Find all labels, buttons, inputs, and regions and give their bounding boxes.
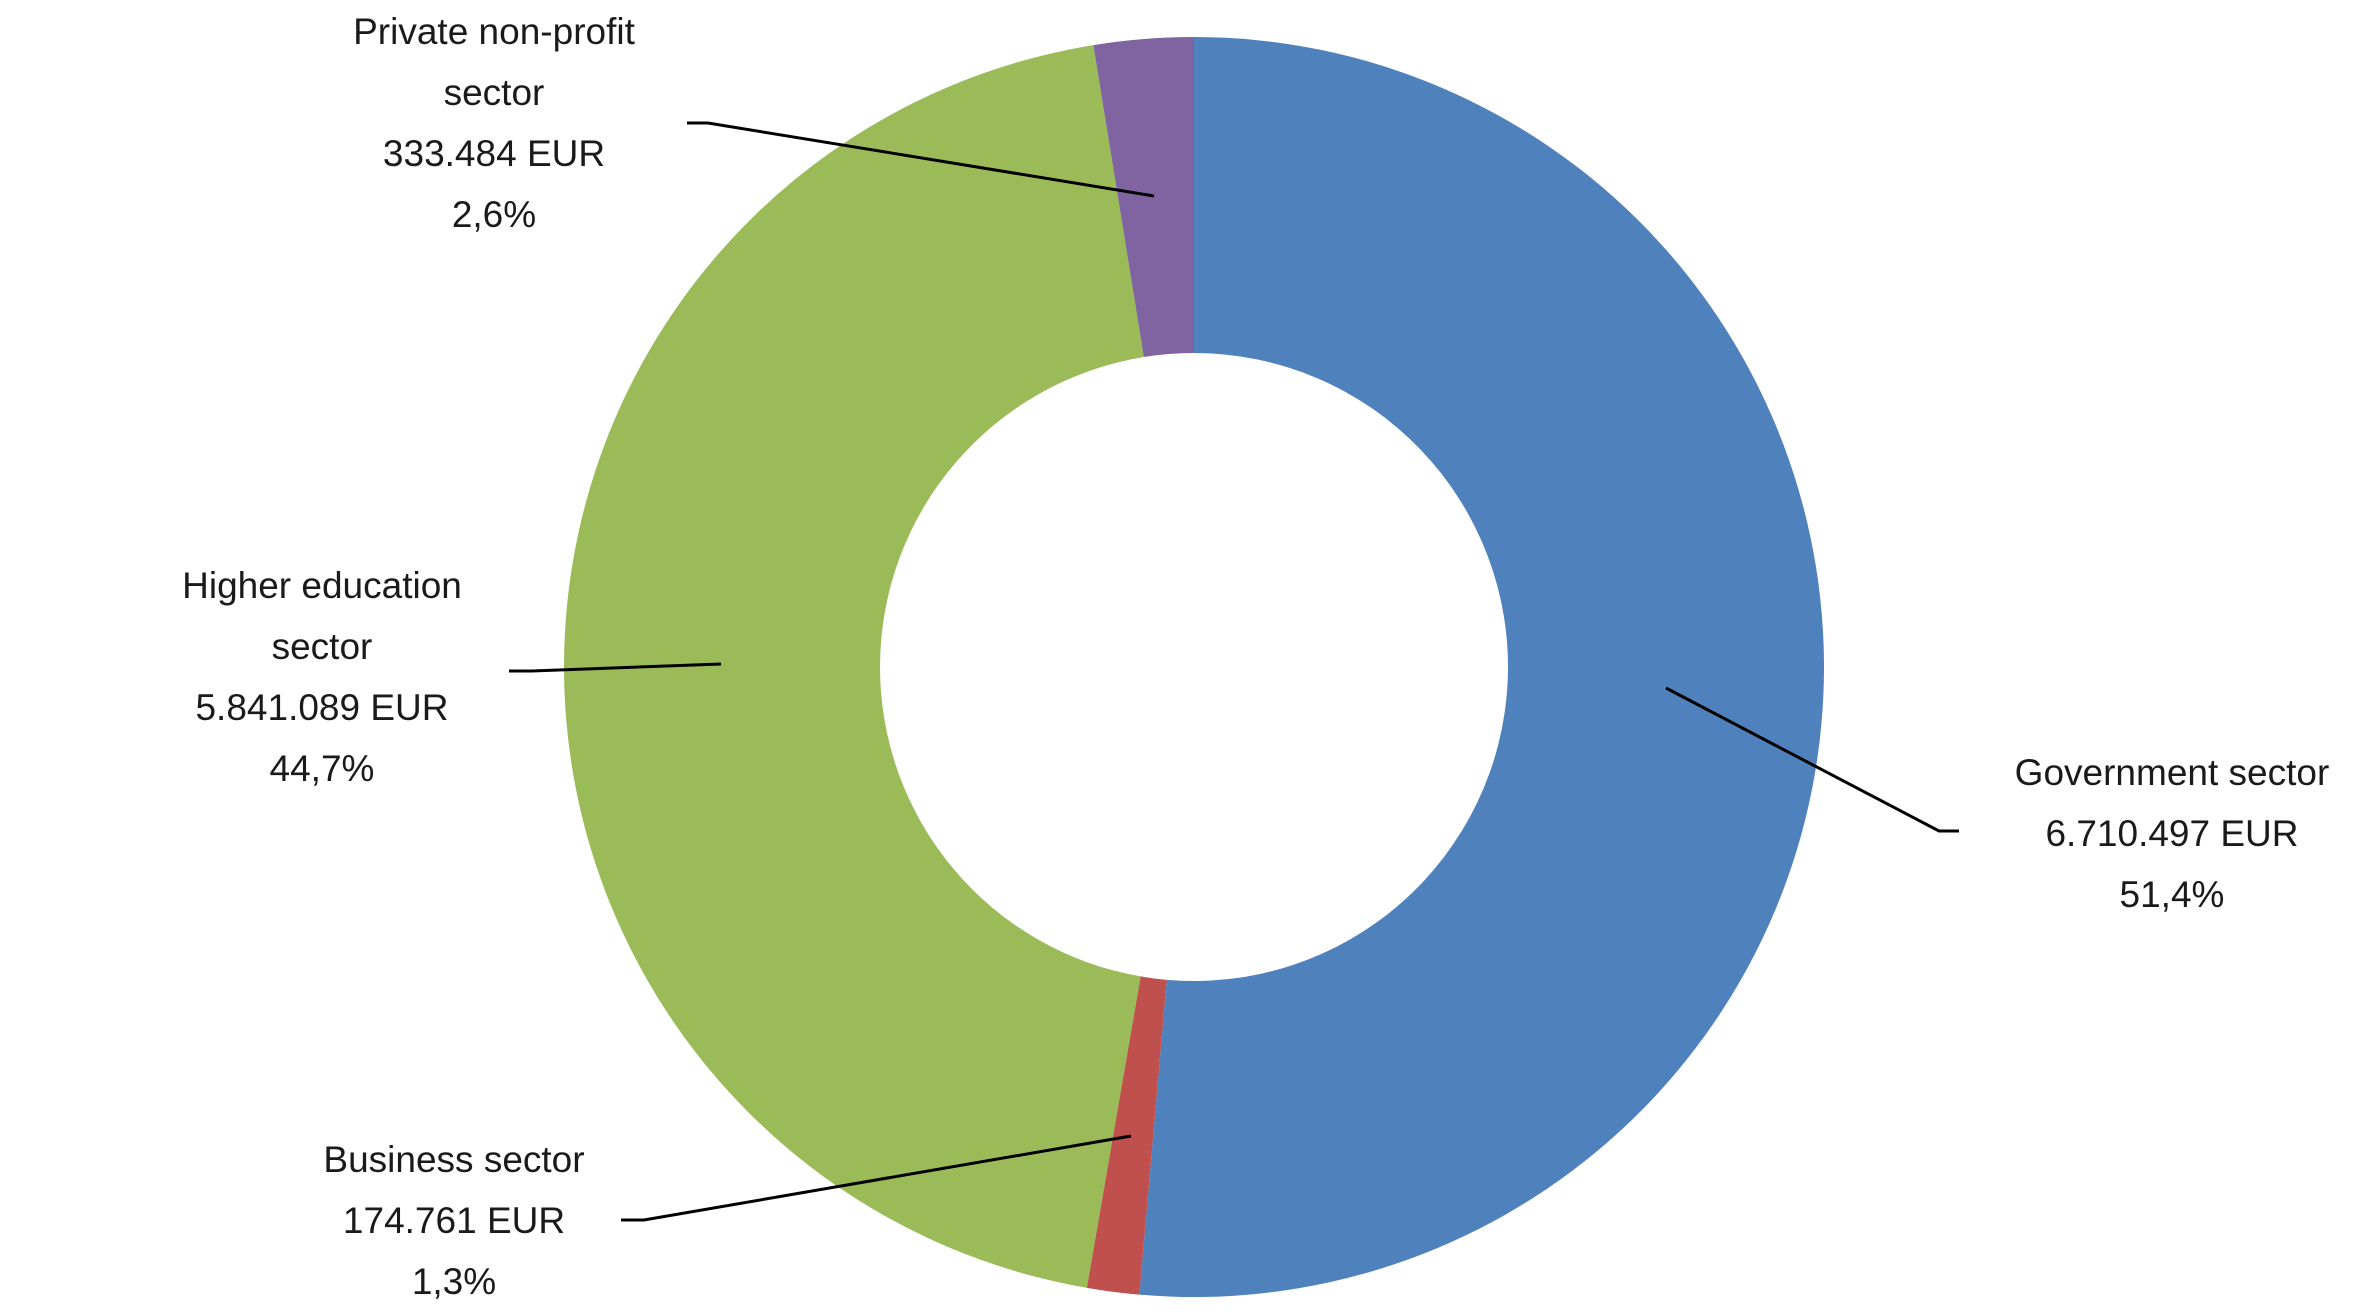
- data-label: Business sector 174.761 EUR 1,3%: [284, 1129, 624, 1312]
- leader-line: [1665, 686, 1959, 833]
- label-share: 1,3%: [411, 1261, 497, 1302]
- label-name: Government sector: [2014, 752, 2330, 793]
- label-share: 2,6%: [451, 194, 537, 235]
- label-value: 6.710.497 EUR: [2045, 813, 2299, 854]
- donut-slice: [1093, 37, 1194, 358]
- label-name: Business sector: [323, 1139, 585, 1180]
- label-share: 44,7%: [269, 748, 375, 789]
- leader-line: [621, 1134, 1132, 1222]
- label-name: Private non-profit sector: [353, 11, 635, 113]
- donut-slice: [563, 45, 1144, 1288]
- label-name: Higher education sector: [182, 565, 462, 667]
- leader-line: [687, 121, 1155, 198]
- label-value: 333.484 EUR: [382, 133, 606, 174]
- label-value: 174.761 EUR: [342, 1200, 566, 1241]
- data-label: Government sector 6.710.497 EUR 51,4%: [1972, 742, 2372, 925]
- leader-line: [509, 662, 722, 673]
- data-label: Private non-profit sector 333.484 EUR 2,6%: [304, 1, 684, 245]
- label-share: 51,4%: [2119, 874, 2225, 915]
- donut: [563, 37, 1824, 1297]
- label-value: 5.841.089 EUR: [195, 687, 449, 728]
- data-label: Higher education sector 5.841.089 EUR 44,7…: [152, 555, 492, 799]
- donut-slice: [1139, 37, 1824, 1297]
